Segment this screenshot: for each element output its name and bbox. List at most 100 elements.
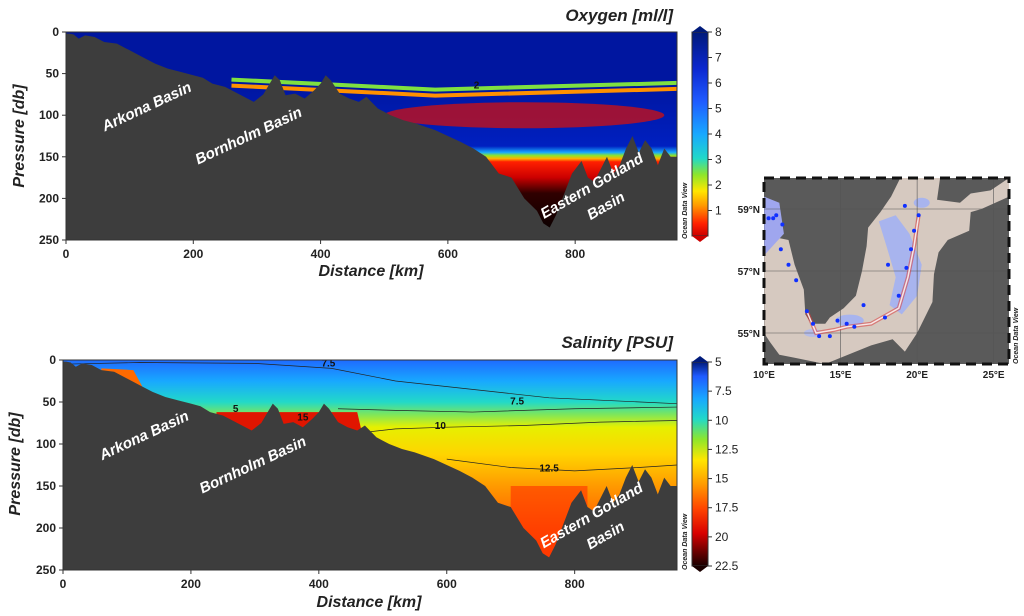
contour-label: 10 xyxy=(435,421,447,432)
station-marker xyxy=(804,309,809,314)
station-marker xyxy=(852,324,857,329)
x-tick-label: 600 xyxy=(438,247,458,261)
colorbar-tick-label: 20 xyxy=(715,530,729,544)
station-marker xyxy=(778,247,783,252)
station-marker xyxy=(844,321,849,326)
colorbar-tick-label: 12.5 xyxy=(715,442,739,456)
oxycline-band xyxy=(231,77,677,92)
y-tick-label: 50 xyxy=(43,395,57,409)
station-marker xyxy=(916,213,921,218)
gotland-deep xyxy=(878,215,922,315)
x-tick-label: 600 xyxy=(437,577,457,591)
y-tick-label: 0 xyxy=(52,25,59,39)
colorbar-cap xyxy=(692,356,708,362)
x-tick-label: 0 xyxy=(63,247,70,261)
map-lon-label: 10°E xyxy=(753,370,775,381)
oxygen-xlabel: Distance [km] xyxy=(319,263,425,280)
map-lat-label: 59°N xyxy=(738,205,760,216)
station-marker xyxy=(835,318,840,323)
isohaline xyxy=(338,406,677,413)
colorbar-tick-label: 17.5 xyxy=(715,501,739,515)
station-marker xyxy=(861,303,866,308)
contour-label: 7.5 xyxy=(510,397,524,408)
red-core xyxy=(384,102,665,129)
x-tick-label: 200 xyxy=(181,577,201,591)
y-tick-label: 0 xyxy=(49,353,56,367)
y-tick-label: 100 xyxy=(36,437,56,451)
map-lat-label: 55°N xyxy=(738,329,760,340)
colorbar-cap xyxy=(692,236,708,242)
contour-label: 12.5 xyxy=(539,464,559,475)
station-map: 10°E 15°E 20°E 25°E 59°N 57°N 55°N xyxy=(738,176,1011,381)
contour-label: 7.5 xyxy=(321,359,335,370)
oxygen-title: Oxygen [ml/l] xyxy=(565,6,674,25)
colorbar-tick-label: 5 xyxy=(715,355,722,369)
oxycline-band xyxy=(231,83,677,98)
plot-frame xyxy=(62,359,678,571)
northern-deep xyxy=(913,197,930,208)
salinity-title: Salinity [PSU] xyxy=(562,333,675,352)
map-lat-label: 57°N xyxy=(738,267,760,278)
plot-area: 2 xyxy=(66,32,677,240)
contour-label: 2 xyxy=(474,81,480,92)
colorbar-tick-label: 4 xyxy=(715,127,722,141)
station-marker xyxy=(896,293,901,298)
station-marker xyxy=(774,213,779,218)
x-tick-label: 200 xyxy=(183,247,203,261)
x-tick-label: 400 xyxy=(311,247,331,261)
map-frame xyxy=(762,176,1011,366)
map-lon-label: 25°E xyxy=(983,370,1005,381)
salinity-ylabel: Pressure [db] xyxy=(7,412,24,516)
station-marker xyxy=(794,278,799,283)
y-tick-label: 100 xyxy=(39,108,59,122)
x-tick-label: 800 xyxy=(565,247,585,261)
y-tick-label: 150 xyxy=(39,150,59,164)
seafloor xyxy=(66,33,677,240)
map-lon-label: 20°E xyxy=(906,370,928,381)
contour-label: 5 xyxy=(233,404,239,415)
map-watermark: Ocean Data View xyxy=(1013,307,1020,364)
x-tick-label: 400 xyxy=(309,577,329,591)
station-marker xyxy=(817,334,822,339)
station-marker xyxy=(771,216,776,221)
colorbar-tick-label: 5 xyxy=(715,102,722,116)
colorbar-tick-label: 8 xyxy=(715,25,722,39)
colorbar-tick-label: 3 xyxy=(715,153,722,167)
station-marker xyxy=(786,262,791,267)
colorbar-tick-label: 7 xyxy=(715,51,722,65)
oxygen-watermark: Ocean Data View xyxy=(682,182,689,239)
isohaline xyxy=(446,458,677,472)
y-tick-label: 200 xyxy=(39,191,59,205)
y-tick-label: 250 xyxy=(39,233,59,247)
colorbar-tick-label: 15 xyxy=(715,472,729,486)
isohaline xyxy=(63,362,677,405)
colorbar-cap xyxy=(692,26,708,32)
colorbar-tick-label: 7.5 xyxy=(715,384,732,398)
colorbar-tick-label: 6 xyxy=(715,76,722,90)
plot-area: 7.5 7.5 10 12.5 15 5 xyxy=(63,359,677,570)
salinity-watermark: Ocean Data View xyxy=(682,513,689,570)
station-marker xyxy=(904,265,909,270)
map-area xyxy=(764,178,1009,364)
colorbar-tick-label: 2 xyxy=(715,178,722,192)
y-tick-label: 150 xyxy=(36,479,56,493)
colorbar-tick-label: 1 xyxy=(715,204,722,218)
colorbar-tick-label: 10 xyxy=(715,413,729,427)
station-marker xyxy=(902,203,907,208)
seafloor xyxy=(63,361,677,570)
station-marker xyxy=(827,334,832,339)
colorbar xyxy=(691,31,709,237)
colorbar xyxy=(691,361,709,567)
map-lon-label: 15°E xyxy=(830,370,852,381)
station-marker xyxy=(882,315,887,320)
colorbar-tick-label: 22.5 xyxy=(715,559,739,573)
station-marker xyxy=(811,321,815,326)
oxygen-ylabel: Pressure [db] xyxy=(11,84,28,188)
station-marker xyxy=(766,216,771,221)
plot-frame xyxy=(65,31,678,241)
x-tick-label: 800 xyxy=(565,577,585,591)
station-marker xyxy=(886,262,891,267)
